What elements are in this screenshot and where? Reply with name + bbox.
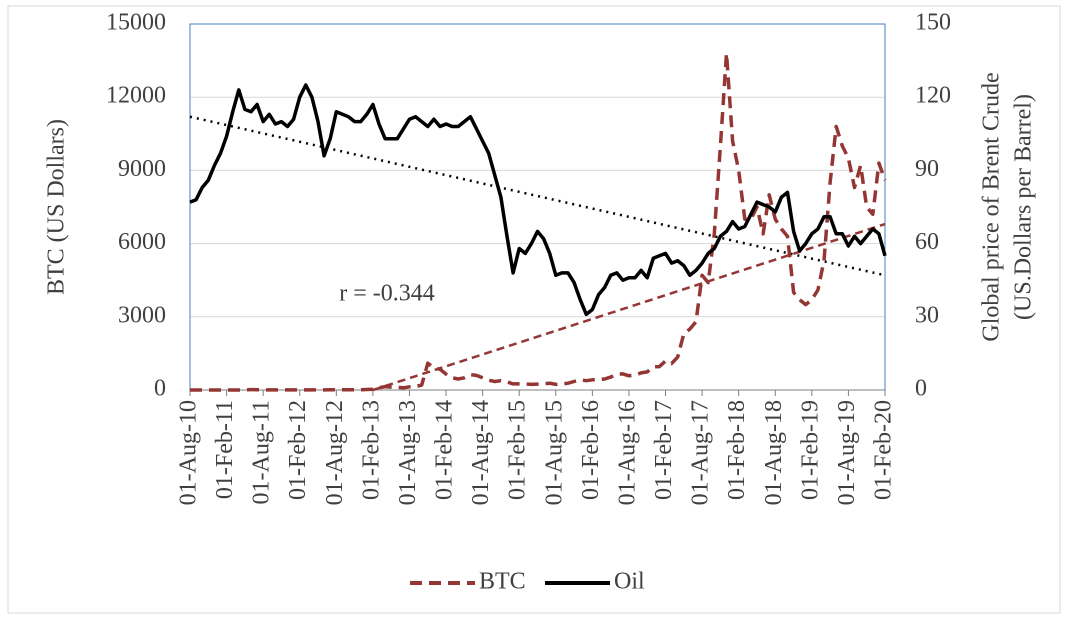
x-tick-label: 01-Aug-15	[541, 400, 567, 505]
chart-border	[7, 5, 1061, 614]
x-tick-label: 01-Feb-18	[724, 400, 750, 500]
x-tick-label: 01-Feb-13	[358, 400, 384, 500]
x-tick-label: 01-Feb-16	[578, 400, 604, 500]
x-tick-label: 01-Aug-11	[249, 400, 275, 504]
y-tick-label: 9000	[118, 156, 166, 182]
y-tick-label: 15000	[106, 10, 166, 36]
x-tick-label: 01-Aug-18	[761, 400, 787, 505]
y2-tick-label: 120	[915, 83, 951, 109]
series-line	[189, 83, 887, 317]
x-tick-label: 01-Aug-17	[688, 400, 714, 505]
legend-label: Oil	[614, 569, 645, 595]
x-tick-label: 01-Feb-14	[432, 400, 458, 500]
y-tick-label: 6000	[118, 229, 166, 255]
x-tick-label: 01-Aug-10	[176, 400, 202, 505]
y-tick-label: 0	[154, 376, 166, 402]
x-tick-label: 01-Aug-13	[395, 400, 421, 505]
y-tick-label: 12000	[106, 83, 166, 109]
x-tick-label: 01-Feb-20	[871, 400, 897, 500]
annotation: r = -0.344	[339, 281, 435, 307]
x-tick-label: 01-Feb-19	[797, 400, 823, 500]
series-line	[190, 51, 887, 392]
x-tick-label: 01-Feb-17	[651, 400, 677, 500]
x-tick-label: 01-Feb-15	[505, 400, 531, 500]
plot-border	[189, 23, 886, 391]
x-tick-label: 01-Aug-16	[614, 400, 640, 505]
x-tick-label: 01-Feb-11	[212, 400, 238, 499]
trendline	[372, 222, 886, 392]
y-axis-label: BTC (US Dollars)	[44, 119, 70, 295]
y2-axis-label: (US.Dollars per Barrel)	[1011, 94, 1037, 320]
y-tick-label: 3000	[118, 302, 166, 328]
y2-tick-label: 90	[915, 156, 939, 182]
x-tick-label: 01-Aug-14	[468, 400, 494, 505]
y2-tick-label: 60	[915, 229, 939, 255]
x-tick-label: 01-Aug-19	[834, 400, 860, 505]
y2-axis-label: Global price of Brent Crude	[979, 72, 1005, 341]
x-tick-label: 01-Aug-12	[322, 400, 348, 505]
x-tick-label: 01-Feb-12	[285, 400, 311, 500]
legend-label: BTC	[479, 569, 526, 595]
y2-tick-label: 0	[915, 376, 927, 402]
y2-tick-label: 150	[915, 10, 951, 36]
y2-tick-label: 30	[915, 302, 939, 328]
